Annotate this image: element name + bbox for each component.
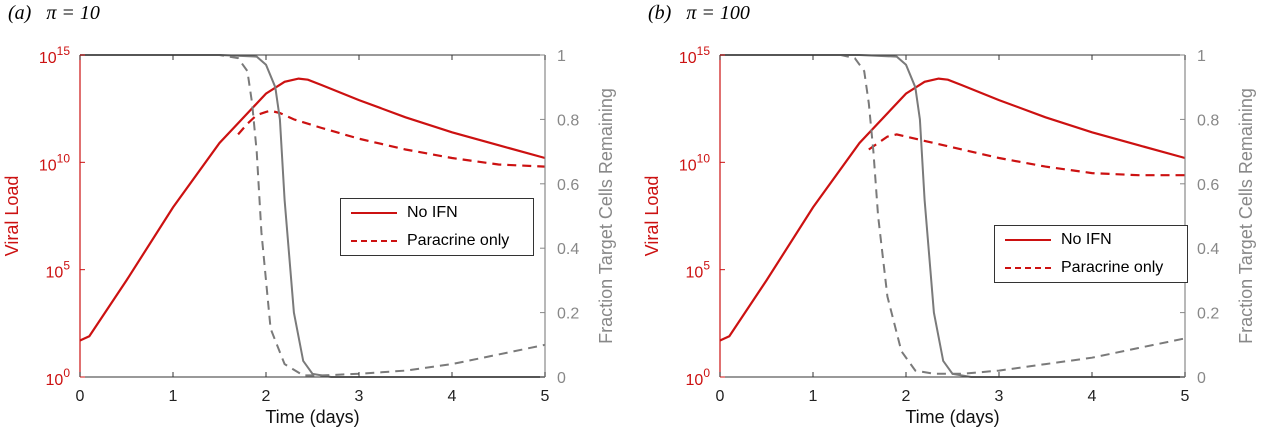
y-right-tick-label: 0.4 [1197,241,1219,258]
y-left-tick-label: 1010 [679,151,710,174]
series-line-cells-paracrine-only [720,54,1186,375]
legend-item-no-ifn: No IFN [341,199,533,227]
y-axis-right-label: Fraction Target Cells Remaining [1236,88,1256,344]
y-left-tick-label: 105 [686,259,711,282]
x-tick-label: 1 [809,388,818,405]
y-right-tick-label: 0 [557,370,566,387]
x-axis-label: Time (days) [905,407,999,427]
chart-panel-a: (a) π = 10 0 1 2 3 4 5 100 105 1010 1015 0 0.2 0.4 0.… [2,2,616,427]
y-right-tick-label: 0.4 [557,241,579,258]
y-right-tick-label: 0.2 [557,306,579,323]
y-left-tick-label: 100 [46,366,71,389]
legend-solid-line [1005,239,1051,241]
y-left-tick-label: 1015 [679,44,710,67]
y-left-tick-label: 100 [686,366,711,389]
y-right-tick-label: 0.6 [1197,177,1219,194]
chart-svg: 0 1 2 3 4 5 100 105 1010 1015 0 0.2 0.4 0.6 0.8 1 Time (… [2,44,616,427]
series-line-viral-no-ifn [79,77,546,342]
y-axis-left-label: Viral Load [642,176,662,257]
y-right-tick-label: 1 [1197,48,1206,65]
y-axis-right-label: Fraction Target Cells Remaining [596,88,616,344]
legend-solid-line [351,212,397,214]
x-tick-label: 1 [169,388,178,405]
x-tick-label: 4 [1088,388,1097,405]
legend-label: No IFN [407,204,458,221]
legend-label: No IFN [1061,231,1112,248]
series-line-cells-no-ifn [720,54,1185,378]
y-right-tick-label: 1 [557,48,566,65]
x-tick-label: 3 [355,388,364,405]
legend-label: Paracrine only [407,232,510,249]
x-tick-label: 5 [541,388,550,405]
y-right-tick-label: 0.8 [557,112,579,129]
legend-dashed-line [351,240,397,242]
legend-item-paracrine: Paracrine only [341,227,533,255]
series-line-viral-paracrine-only [237,109,546,168]
y-right-tick-label: 0.6 [557,177,579,194]
x-tick-label: 0 [76,388,85,405]
chart-panel-b: (b) π = 100 0 1 2 3 4 5 100 105 1010 1015 0 0.2 0.4 0… [640,0,1280,443]
legend: No IFN Paracrine only [994,225,1188,283]
y-left-tick-label: 1010 [39,151,70,174]
x-axis-label: Time (days) [265,407,359,427]
y-right-tick-label: 0.8 [1197,112,1219,129]
legend: No IFN Paracrine only [340,198,534,256]
panel-title: (a) π = 10 [8,2,100,24]
series-line-viral-no-ifn [719,77,1186,342]
series-line-viral-paracrine-only [868,133,1185,177]
y-right-tick-label: 0.2 [1197,306,1219,323]
x-tick-label: 3 [995,388,1004,405]
x-tick-label: 0 [716,388,725,405]
y-left-tick-label: 1015 [39,44,70,67]
legend-label: Paracrine only [1061,259,1164,276]
x-tick-label: 2 [262,388,271,405]
y-right-tick-label: 0 [1197,370,1206,387]
x-tick-label: 4 [448,388,457,405]
y-axis-left-label: Viral Load [2,176,22,257]
panel-title: (b) π = 100 [648,2,750,24]
x-tick-label: 2 [902,388,911,405]
chart-svg: 0 1 2 3 4 5 100 105 1010 1015 0 0.2 0.4 0.6 0.8 1 Time (… [642,44,1256,427]
legend-item-no-ifn: No IFN [995,226,1187,254]
y-left-tick-label: 105 [46,259,71,282]
series-line-cells-paracrine-only [80,54,546,377]
x-tick-label: 5 [1181,388,1190,405]
legend-item-paracrine: Paracrine only [995,254,1187,282]
legend-dashed-line [1005,267,1051,269]
